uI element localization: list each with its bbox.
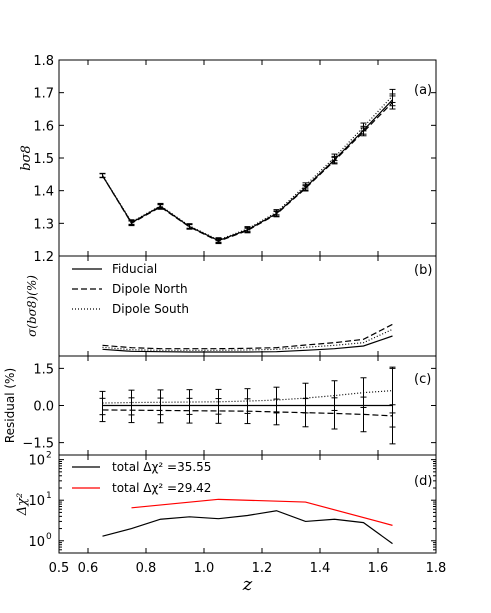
y-tick-label: 1.2 (33, 250, 54, 265)
y-tick-label: 1.6 (33, 119, 54, 134)
series-line-2 (102, 328, 393, 351)
panel-c: −1.5 0.0 1.5 Residual (%) (3, 355, 437, 456)
legend-label: total Δχ² =29.42 (112, 481, 211, 495)
series-line-0 (102, 510, 393, 545)
series-line-1 (102, 323, 393, 350)
series-line-0 (102, 335, 393, 353)
y-tick-label: 1.3 (33, 217, 54, 232)
y-tick-label: 1.5 (33, 152, 54, 167)
x-tick-label: 1.0 (194, 561, 215, 576)
series-line-2 (102, 390, 393, 404)
legend-label: Fiducial (112, 262, 157, 276)
y-tick-label: 1.8 (33, 54, 54, 69)
y-axis-label: Residual (%) (3, 368, 17, 443)
legend-label: total Δχ² =35.55 (112, 460, 211, 474)
y-axis-label: bσ8 (19, 145, 34, 170)
panel-c-tag: (c) (414, 372, 431, 387)
x-axis-label: z (242, 574, 253, 595)
y-tick-label: 1.4 (33, 185, 54, 200)
legend-label: Dipole North (112, 282, 188, 296)
series-line-2 (101, 95, 393, 241)
y-tick-exponent: 1 (46, 491, 52, 501)
y-tick-exponent: 0 (46, 532, 52, 542)
panel-a-tag: (a) (414, 83, 432, 98)
legend-label: Dipole South (112, 302, 189, 316)
panel-d-tag: (d) (414, 474, 432, 489)
y-tick-label: 0.0 (33, 400, 54, 415)
series-line-0 (101, 99, 393, 242)
x-tick-label: 1.4 (310, 561, 331, 576)
panel-b: σ(bσ8)(%) Fiducial Dipole North Dipole Sout… (25, 255, 437, 357)
x-tick-label: 0.8 (136, 561, 157, 576)
y-tick-label: 1.5 (33, 362, 54, 377)
y-tick-label: 10 (28, 454, 45, 469)
x-tick-label: 0.5 (49, 561, 70, 576)
series-line-1 (101, 102, 393, 242)
panel-a: 1.2 1.3 1.4 1.5 1.6 1.7 1.8 bσ8 (19, 54, 437, 265)
x-tick-label: 1.6 (368, 561, 389, 576)
y-tick-label: 10 (28, 535, 45, 550)
y-tick-label: 1.7 (33, 87, 54, 102)
x-axis: 0.5 0.6 0.8 1.0 1.2 1.4 1.6 1.8 z (49, 561, 447, 595)
y-tick-label: 10 (28, 494, 45, 509)
series-line-1 (131, 498, 393, 526)
y-axis-label: Δχ² (15, 493, 30, 516)
x-tick-label: 0.6 (78, 561, 99, 576)
panel-b-tag: (b) (414, 263, 432, 278)
x-tick-label: 1.8 (426, 561, 447, 576)
y-axis-label: σ(bσ8)(%) (25, 275, 39, 337)
y-tick-label: −1.5 (22, 437, 54, 452)
x-tick-label: 1.2 (252, 561, 273, 576)
y-tick-exponent: 2 (46, 451, 52, 461)
